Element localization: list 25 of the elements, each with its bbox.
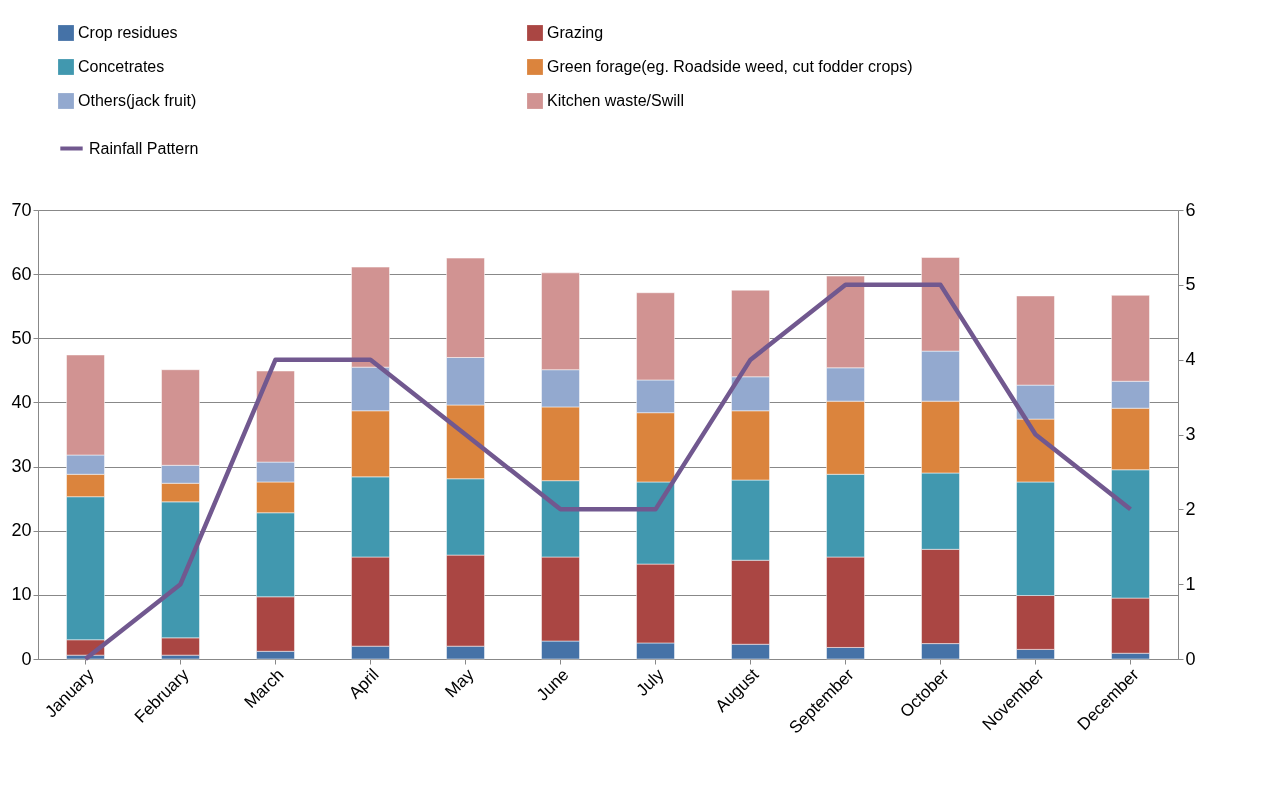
y-tick-label: 0 <box>21 648 32 669</box>
y-tick-label: 30 <box>11 456 32 477</box>
y2-tick-label: 5 <box>1185 274 1196 295</box>
y-tick-label: 10 <box>11 584 32 605</box>
legend-label: Others(jack fruit) <box>78 92 197 109</box>
legend-label: Rainfall Pattern <box>89 139 199 157</box>
y2-tick-label: 3 <box>1185 424 1196 444</box>
legend-label: Kitchen waste/Swill <box>547 92 684 109</box>
y2-tick-label: 2 <box>1185 498 1196 519</box>
y-tick-label: 50 <box>11 327 32 348</box>
y-tick-label: 70 <box>11 199 32 220</box>
legend-label: Green forage(eg. Roadside weed, cut fodder crops) <box>547 58 913 75</box>
x-tick-label: July <box>632 664 668 700</box>
y-tick-label: 60 <box>11 263 32 284</box>
y2-tick-label: 0 <box>1185 648 1196 669</box>
y-tick-label: 40 <box>11 391 32 412</box>
x-tick-label: May <box>441 664 478 702</box>
line-series <box>83 282 1133 662</box>
y-tick-label: 20 <box>11 520 32 541</box>
y2-tick-label: 1 <box>1185 573 1196 594</box>
legend-label: Concetrates <box>78 58 165 75</box>
legend-label: Grazing <box>547 24 604 41</box>
legend-label: Crop residues <box>78 24 178 41</box>
y2-tick-label: 6 <box>1185 199 1196 220</box>
y2-tick-label: 4 <box>1185 349 1196 370</box>
